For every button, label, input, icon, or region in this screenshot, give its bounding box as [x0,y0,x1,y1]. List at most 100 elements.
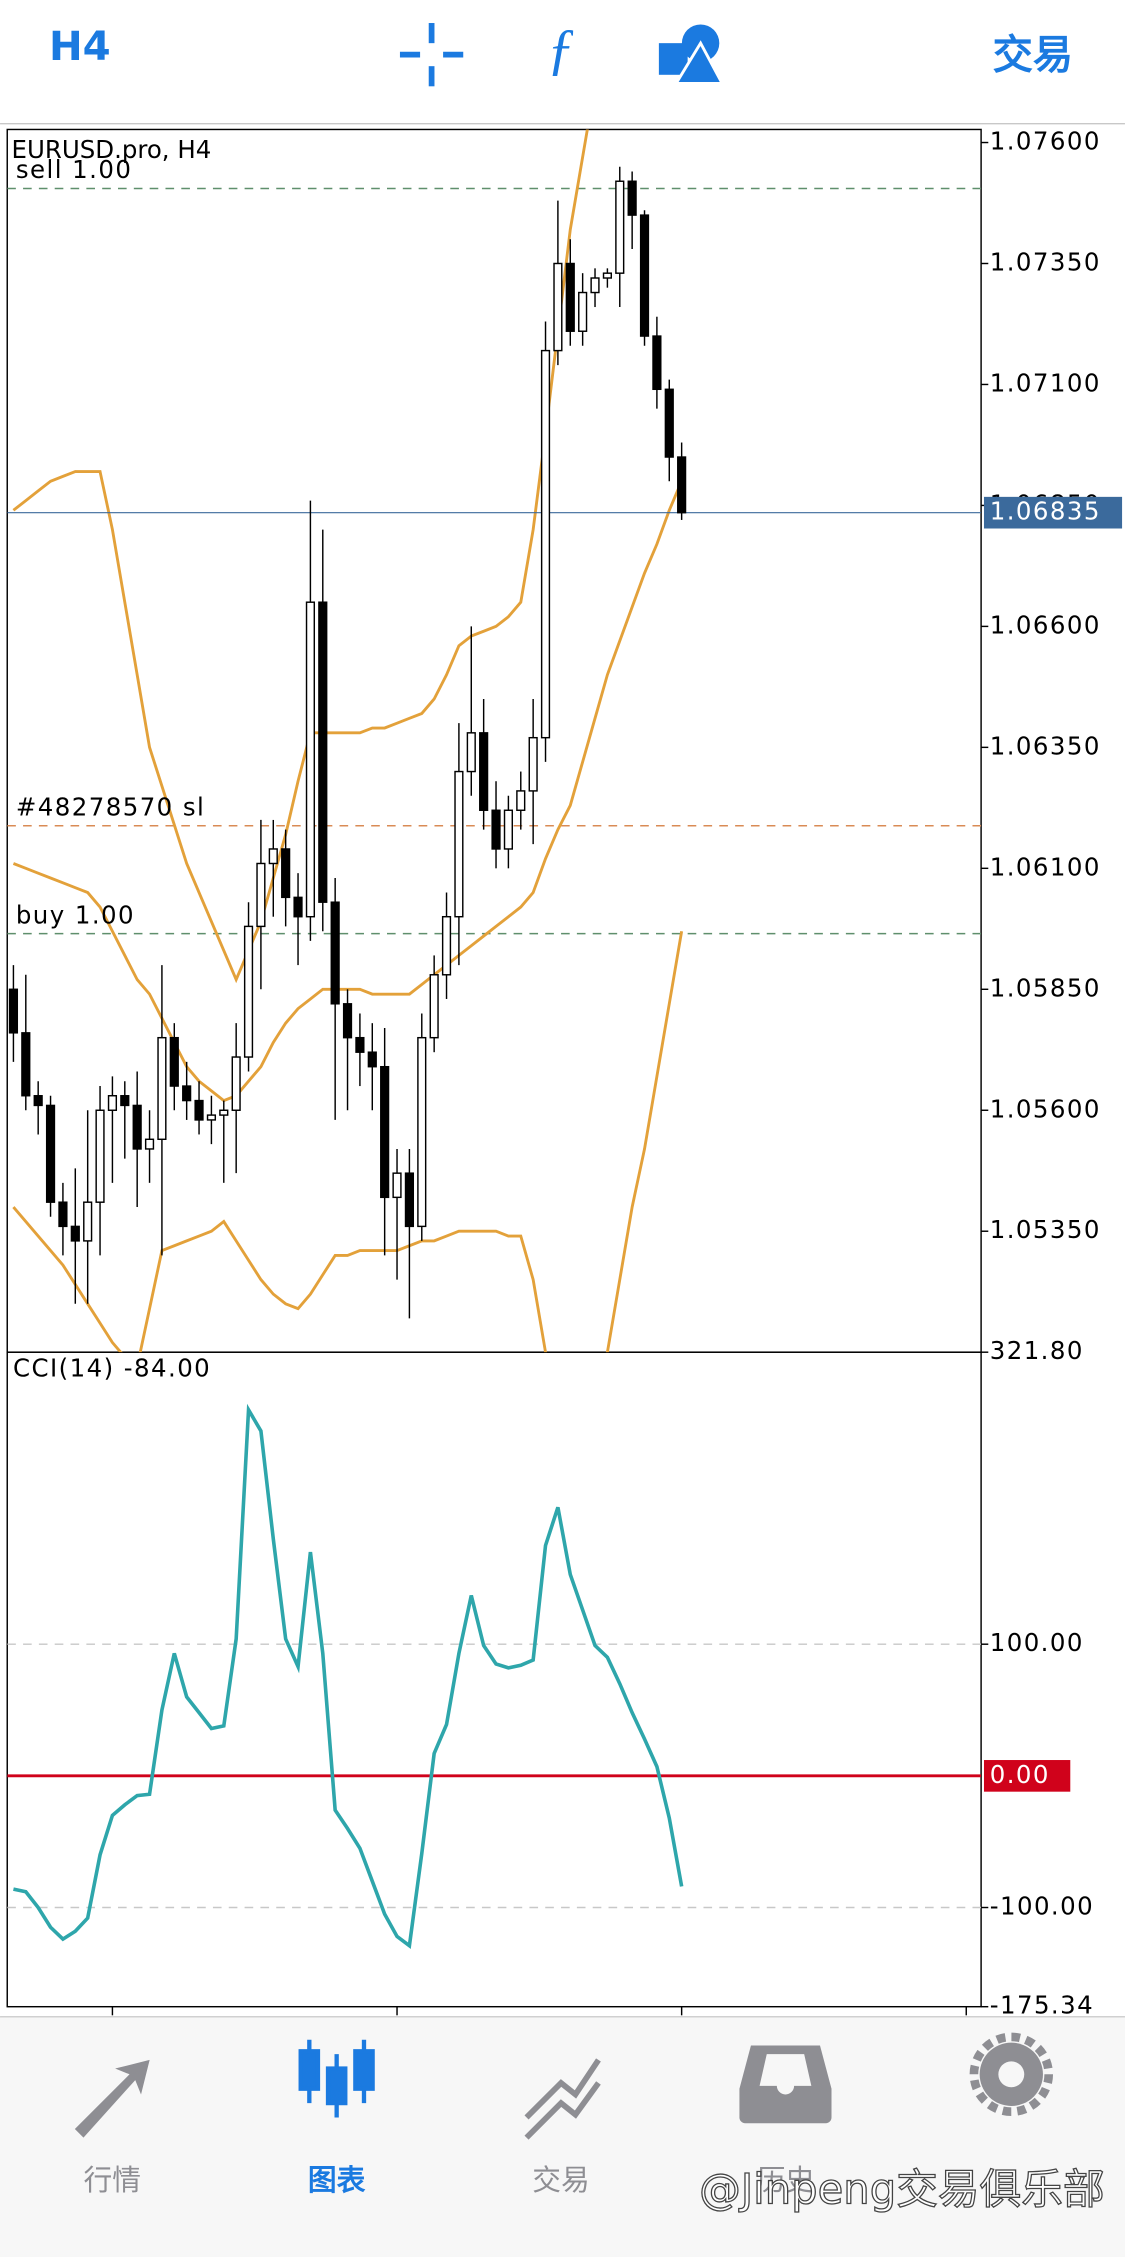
candle-body [293,896,303,918]
tabs: 行情 图表 交易 历史 [84,2163,815,2197]
cci-panel [6,1351,982,2008]
candle-body [602,272,612,279]
y-tick-label: 1.07350 [990,247,1101,276]
timeframe-button[interactable]: H4 [49,24,111,70]
candle-body [417,1036,427,1228]
cci-plot [7,1403,982,1949]
candle-body [342,1003,353,1039]
cci-line [13,1403,684,1949]
candle-body [305,601,316,918]
y-tick-label: -175.34 [990,1991,1094,2020]
y-tick-label: 1.06350 [990,731,1101,760]
band-line [12,930,684,1353]
candle-body [429,974,439,1039]
settings-icon[interactable] [969,2032,1054,2117]
candle-body [157,1036,167,1141]
candle-body [33,1095,43,1107]
watermark: @Jinpeng交易俱乐部 [699,2164,1105,2213]
candle-body [578,291,588,332]
price-panel [6,128,982,1353]
y-tick-label: 321.80 [990,1336,1084,1365]
candle-body [553,262,563,352]
chart-icon[interactable] [298,2039,375,2118]
candle-body [21,1032,31,1097]
trade-icon[interactable] [524,2058,601,2140]
y-tick-label: 1.05350 [990,1215,1101,1244]
candle-body [120,1095,130,1107]
candle-body [590,277,600,294]
candle-body [169,1036,179,1087]
candle-body [330,901,340,1005]
tab-label[interactable]: 历史 [757,2163,815,2197]
indicator-button[interactable]: ƒ [547,18,576,81]
candle-body [367,1051,377,1068]
candle-body [256,862,266,928]
candle-body [565,262,575,332]
chart-title: EURUSD.pro, H4 [12,135,212,164]
candle-body [639,214,650,337]
order-label: buy 1.00 [16,900,135,929]
tab-label[interactable]: 图表 [308,2163,366,2197]
candle-body [441,915,452,976]
candle-body [194,1099,204,1121]
candle-body [268,848,278,865]
candle-body [206,1114,217,1121]
candle-body [83,1201,93,1242]
y-tick-label: 1.05850 [990,973,1101,1002]
candle-body [318,601,328,903]
candle-body [355,1036,365,1053]
y-tick-label: 1.07100 [990,368,1101,397]
tab-label[interactable]: 行情 [84,2163,142,2197]
trade-button[interactable]: 交易 [993,33,1074,79]
tab-bar [0,2016,1125,2257]
candle-body [404,1172,415,1228]
candle-body [182,1085,192,1102]
last-price-label: 1.06835 [990,497,1101,526]
y-tick-label: 1.06600 [990,610,1101,639]
candle-body [479,732,489,811]
last-price-box [983,496,1123,529]
history-icon[interactable] [739,2045,832,2124]
candle-body [219,1109,229,1116]
candle-body [503,809,514,850]
candle-body [528,736,538,792]
candle-body [45,1104,56,1203]
candle-body [281,848,291,899]
candle-body [380,1065,390,1199]
candle-body [540,349,551,739]
order-label: #48278570 sl [16,792,205,821]
y-tick-label: 0.00 [990,1760,1050,1789]
candle-body [491,809,501,850]
cci-title: CCI(14) -84.00 [13,1353,211,1382]
candle-body [243,925,254,1058]
candle-body [652,335,662,391]
candle-body [664,388,674,458]
quotes-icon[interactable] [74,2059,150,2138]
y-tick-label: 1.05600 [990,1094,1101,1123]
y-tick-label: 1.07600 [990,127,1101,156]
band-line [12,129,589,984]
candle-body [231,1056,241,1111]
tab-label[interactable]: 交易 [532,2163,590,2197]
candle-body [677,456,687,514]
candle-body [144,1138,155,1150]
candle-body [466,732,476,773]
candle-body [58,1201,68,1228]
axes: 1.076001.073501.071001.068501.066001.063… [16,127,1123,2043]
price-plot [7,129,982,1353]
candle-body [392,1172,402,1199]
top-bar [0,0,1125,124]
crosshair-button[interactable] [399,23,464,87]
candle-body [107,1095,118,1111]
y-tick-label: 100.00 [990,1628,1084,1657]
candle-body [516,790,526,811]
candle-body [454,770,464,918]
candle-body [627,180,637,216]
objects-button[interactable] [658,24,725,85]
candle-body [70,1225,80,1242]
order-label: sell 1.00 [16,155,132,184]
candle-body [615,180,625,274]
zero-label-box [983,1760,1071,1792]
